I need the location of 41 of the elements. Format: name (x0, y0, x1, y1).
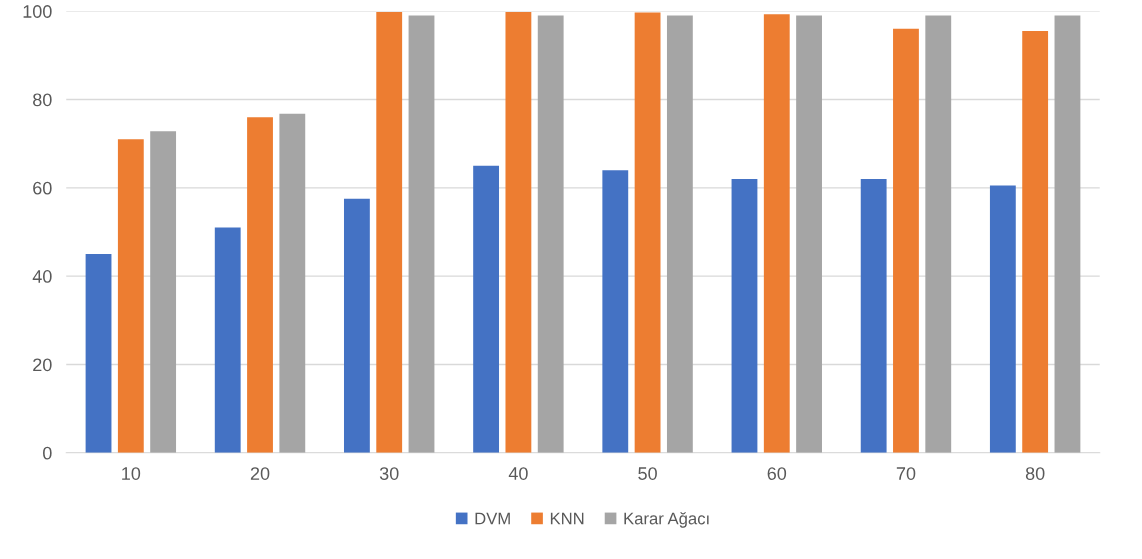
x-tick-label: 40 (508, 467, 528, 480)
bar (602, 170, 629, 453)
bar (763, 14, 790, 453)
bar (85, 254, 112, 453)
bar (214, 227, 241, 453)
bar (150, 131, 177, 453)
bar (247, 117, 273, 453)
y-tick-label: 40 (32, 270, 52, 283)
bar (279, 113, 306, 453)
bar (473, 165, 500, 453)
bar (666, 15, 693, 453)
bar (1054, 15, 1081, 453)
x-tick-label: 80 (1025, 467, 1045, 480)
y-tick-label: 100 (23, 5, 52, 18)
bar (925, 15, 952, 453)
bar (505, 12, 532, 453)
x-tick-label: 30 (379, 467, 399, 480)
x-tick-label: 50 (638, 467, 657, 480)
bar (117, 139, 144, 453)
x-tick-label: 20 (250, 467, 270, 480)
legend-label: KNN (550, 512, 584, 525)
bar (634, 12, 661, 453)
bar (731, 178, 758, 453)
bar (343, 198, 370, 453)
bar (537, 15, 564, 453)
x-tick-label: 60 (767, 467, 787, 480)
y-tick-label: 20 (33, 358, 52, 372)
bar (796, 15, 822, 453)
x-tick-label: 70 (896, 467, 916, 480)
y-tick-label: 60 (33, 181, 52, 195)
bar (376, 12, 403, 453)
bar (860, 178, 887, 453)
y-tick-label: 80 (33, 93, 52, 107)
x-tick-label: 10 (122, 467, 141, 480)
bar (408, 15, 435, 453)
bar (989, 185, 1016, 453)
legend-label: Karar Ağacı (624, 511, 709, 528)
y-tick-label: 0 (43, 446, 52, 460)
legend-label: DVM (475, 512, 510, 525)
bar (893, 28, 919, 453)
bar (1022, 31, 1049, 453)
